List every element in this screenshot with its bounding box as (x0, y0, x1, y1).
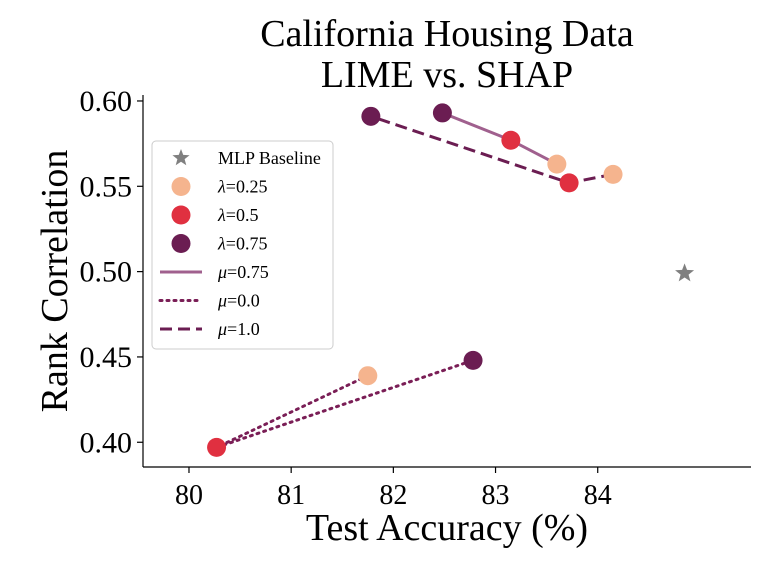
legend-text-2: =0.5 (226, 205, 259, 225)
series-line-mu-1-0-1 (370, 114, 614, 185)
legend-symbol-5: μ (217, 291, 227, 311)
legend-label-6: μ=1.0 (217, 319, 260, 339)
legend-text-3: =0.75 (226, 234, 268, 254)
chart-title-line-1: California Housing Data (260, 13, 634, 55)
legend-label-0: MLP Baseline (218, 148, 321, 168)
y-tick-label-3: 0.55 (80, 170, 133, 203)
x-tick-label-83: 83 (482, 480, 510, 511)
legend-symbol-3: λ (217, 234, 226, 254)
data-point-5 (361, 106, 381, 126)
legend-symbol-1: λ (217, 177, 226, 197)
y-tick-label-2: 0.50 (80, 256, 133, 289)
legend-symbol-6: μ (217, 319, 227, 339)
x-tick-label-80: 80 (175, 480, 203, 511)
data-point-2 (432, 103, 452, 123)
legend-marker-lambda-0-25 (171, 177, 191, 196)
y-axis-label: Rank Correlation (34, 150, 76, 413)
legend-label-1: λ=0.25 (217, 177, 267, 197)
x-tick-label-82: 82 (379, 480, 407, 511)
legend-star-icon (172, 149, 190, 166)
legend-label-2: λ=0.5 (217, 205, 258, 225)
baseline-star-marker (675, 263, 695, 282)
data-point-0 (547, 154, 567, 174)
x-tick-label-81: 81 (277, 480, 305, 511)
x-axis-label: Test Accuracy (%) (306, 507, 588, 549)
legend: MLP Baselineλ=0.25λ=0.5λ=0.75μ=0.75μ=0.0… (151, 140, 334, 350)
series-line-mu-0-75-0 (441, 111, 558, 166)
data-point-3 (603, 164, 623, 184)
legend-symbol-4: μ (217, 262, 227, 282)
data-point-1 (501, 130, 521, 150)
legend-marker-lambda-0-5 (171, 205, 191, 225)
legend-text-5: =0.0 (227, 291, 260, 311)
series-line-mu-0-0-2 (215, 358, 475, 449)
data-point-4 (559, 173, 579, 193)
x-tick-label-84: 84 (584, 480, 612, 511)
legend-marker-lambda-0-75 (171, 234, 191, 253)
legend-frame (151, 140, 334, 350)
y-tick-label-4: 0.60 (80, 85, 133, 118)
legend-label-3: λ=0.75 (217, 234, 267, 254)
y-tick-label-1: 0.45 (80, 341, 133, 374)
data-point-6 (358, 366, 378, 386)
legend-label-4: μ=0.75 (217, 262, 269, 282)
legend-symbol-2: λ (217, 205, 226, 225)
legend-label-5: μ=0.0 (217, 291, 260, 311)
chart-title-line-2: LIME vs. SHAP (321, 54, 573, 96)
legend-text-0: MLP Baseline (218, 148, 321, 168)
legend-text-6: =1.0 (227, 319, 260, 339)
data-point-7 (207, 437, 227, 457)
data-point-8 (463, 350, 483, 370)
legend-text-1: =0.25 (226, 177, 268, 197)
legend-text-4: =0.75 (227, 262, 269, 282)
y-tick-label-0: 0.40 (80, 426, 133, 459)
